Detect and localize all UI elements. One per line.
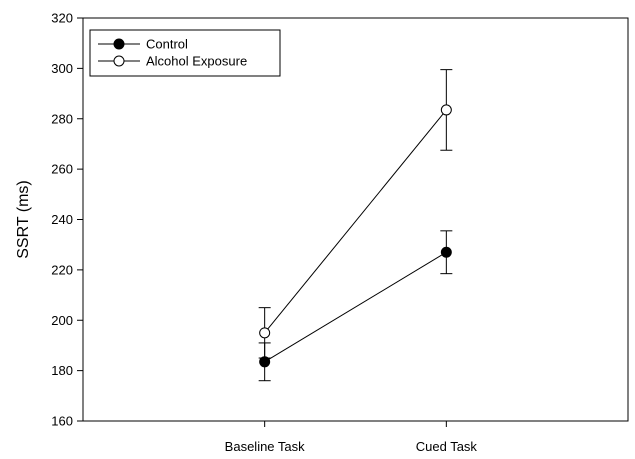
y-tick-label: 200 <box>51 313 73 328</box>
x-tick-label: Baseline Task <box>225 439 305 454</box>
series-line <box>264 251 447 363</box>
data-point <box>259 327 271 339</box>
legend: Control Alcohol Exposure <box>89 29 281 77</box>
series-control <box>258 230 453 382</box>
series-line <box>264 109 447 334</box>
y-tick-label: 220 <box>51 262 73 277</box>
legend-item: Alcohol Exposure <box>98 54 247 69</box>
legend-item: Control <box>98 37 188 52</box>
legend-label: Control <box>146 37 188 52</box>
legend-label: Alcohol Exposure <box>146 54 247 69</box>
x-tick-label: Cued Task <box>416 439 478 454</box>
y-axis-label: SSRT (ms) <box>15 180 32 259</box>
x-axis-ticks: Baseline Task Cued Task <box>225 421 478 454</box>
legend-box <box>89 29 281 77</box>
data-point <box>440 246 452 258</box>
y-tick-label: 260 <box>51 162 73 177</box>
series-alcohol-exposure <box>258 69 453 359</box>
y-tick-label: 160 <box>51 414 73 429</box>
axes <box>82 17 629 422</box>
legend-marker <box>113 55 125 67</box>
y-tick-label: 320 <box>51 11 73 26</box>
y-tick-label: 300 <box>51 61 73 76</box>
y-axis-ticks: 160 180 200 220 240 260 280 300 320 <box>51 11 83 429</box>
series-group <box>258 69 453 382</box>
data-point <box>440 104 452 116</box>
legend-marker <box>113 38 125 50</box>
plot-frame <box>82 17 629 422</box>
y-tick-label: 180 <box>51 363 73 378</box>
y-tick-label: 240 <box>51 212 73 227</box>
y-tick-label: 280 <box>51 111 73 126</box>
